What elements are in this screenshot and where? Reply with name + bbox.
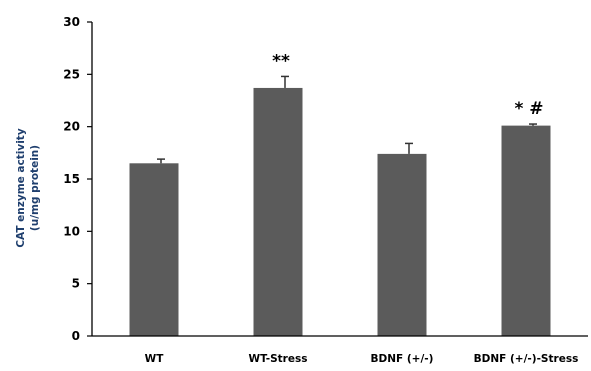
y-tick-label: 5	[72, 277, 80, 291]
x-category-label: WT-Stress	[249, 353, 308, 365]
y-axis-ticks: 0 5 10 15 20 25 30	[63, 15, 92, 343]
x-category-label: WT	[145, 353, 165, 365]
significance-marker: * #	[514, 99, 543, 119]
y-tick-label: 0	[72, 329, 80, 343]
bar	[501, 125, 551, 337]
significance-marker: **	[272, 51, 290, 71]
y-tick-label: 25	[63, 67, 80, 81]
bar	[253, 87, 303, 336]
bars: ** * #	[129, 51, 551, 337]
y-axis-title-line2: (u/mg protein)	[29, 145, 41, 231]
x-category-label: BDNF (+/-)-Stress	[474, 353, 579, 365]
x-category-label: BDNF (+/-)	[371, 353, 434, 365]
category-labels: WT WT-Stress BDNF (+/-) BDNF (+/-)-Stress	[145, 353, 579, 365]
bar	[129, 163, 179, 336]
y-axis-title-line1: CAT enzyme activity	[15, 128, 27, 247]
y-tick-label: 30	[63, 15, 80, 29]
bar	[377, 153, 427, 336]
y-tick-label: 10	[63, 224, 80, 238]
axes	[91, 22, 588, 337]
y-tick-label: 20	[63, 120, 80, 134]
y-tick-label: 15	[63, 172, 80, 186]
